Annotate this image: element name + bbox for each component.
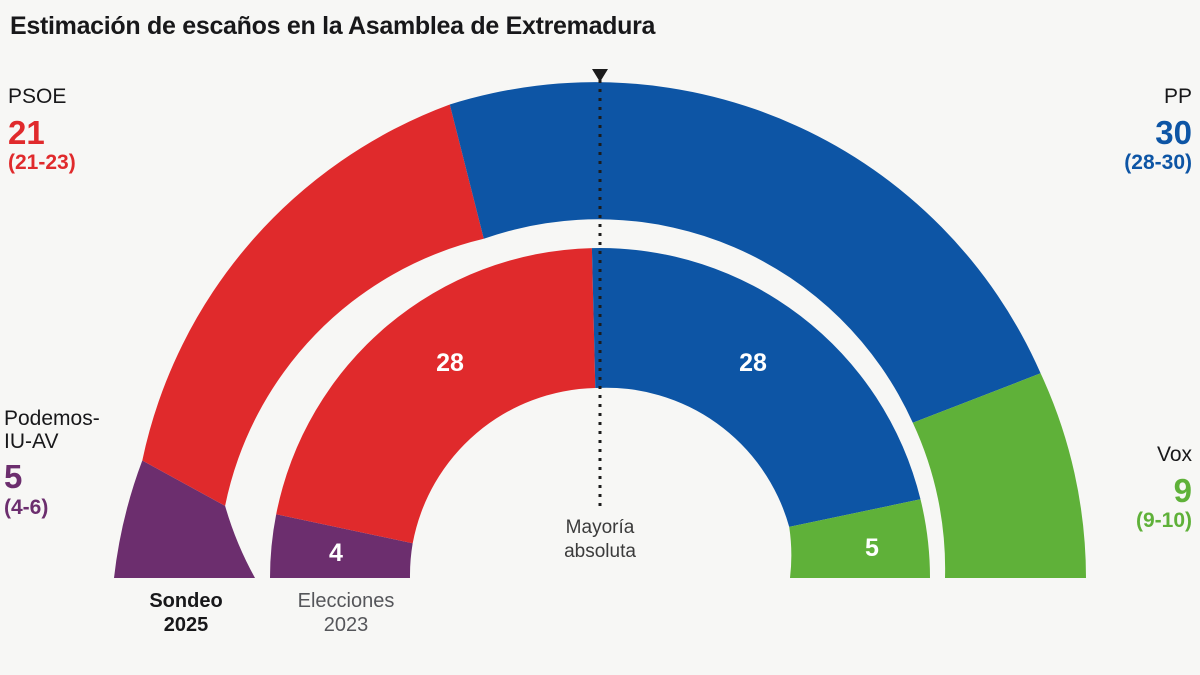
party-label-pp: PP 30 (28-30) xyxy=(1124,85,1192,175)
party-label-vox: Vox 9 (9-10) xyxy=(1135,443,1192,533)
inner-value-pp: 28 xyxy=(739,349,767,377)
majority-arrow-icon xyxy=(592,69,608,82)
inner-value-psoe: 28 xyxy=(436,349,464,377)
party-range-vox: (9-10) xyxy=(1135,509,1192,533)
inner-slice-pp[interactable] xyxy=(591,248,921,527)
majority-label-line2: absoluta xyxy=(564,540,636,562)
outer-slice-pp[interactable] xyxy=(449,82,1041,423)
inner-slice-psoe[interactable] xyxy=(276,248,596,544)
party-label-podemos: Podemos- IU-AV 5 (4-6) xyxy=(4,407,100,520)
party-range-podemos: (4-6) xyxy=(4,495,49,519)
outer-slice-psoe[interactable] xyxy=(142,104,484,506)
party-range-pp: (28-30) xyxy=(1124,151,1192,175)
party-name-psoe: PSOE xyxy=(8,85,67,108)
party-range-psoe: (21-23) xyxy=(8,151,76,175)
inner-slice-vox[interactable] xyxy=(789,499,930,578)
legend-item-elecciones-2023: Elecciones 2023 xyxy=(256,589,436,638)
outer-slice-vox[interactable] xyxy=(912,373,1086,578)
party-name-podemos-line2: IU-AV xyxy=(4,429,59,453)
legend-item-sondeo-2025: Sondeo 2025 xyxy=(98,589,274,638)
page-title: Estimación de escaños en la Asamblea de … xyxy=(10,12,656,40)
majority-marker xyxy=(592,69,608,506)
party-name-vox: Vox xyxy=(1156,443,1192,466)
legend-elecciones-line1: Elecciones xyxy=(297,590,395,612)
party-seats-vox: 9 xyxy=(1173,471,1192,509)
inner-value-vox: 5 xyxy=(865,534,879,562)
majority-label-line1: Mayoría xyxy=(565,517,635,538)
party-label-psoe: PSOE 21 (21-23) xyxy=(8,85,76,175)
legend-elecciones-line2: 2023 xyxy=(323,614,369,637)
party-seats-podemos: 5 xyxy=(4,458,23,496)
outer-ring-sondeo-2025 xyxy=(114,82,1086,578)
legend-sondeo-line1: Sondeo xyxy=(149,590,223,612)
majority-label: Mayoría absoluta xyxy=(510,516,690,564)
party-seats-psoe: 21 xyxy=(8,113,45,151)
party-name-pp: PP xyxy=(1163,85,1192,108)
outer-slice-podemos[interactable] xyxy=(114,460,255,579)
party-seats-pp: 30 xyxy=(1155,113,1192,151)
party-name-podemos-line1: Podemos- xyxy=(4,407,100,430)
inner-value-podemos: 4 xyxy=(329,539,343,567)
legend-sondeo-line2: 2025 xyxy=(163,614,209,637)
inner-slice-podemos[interactable] xyxy=(269,514,413,578)
inner-ring-elecciones-2023 xyxy=(269,248,930,578)
